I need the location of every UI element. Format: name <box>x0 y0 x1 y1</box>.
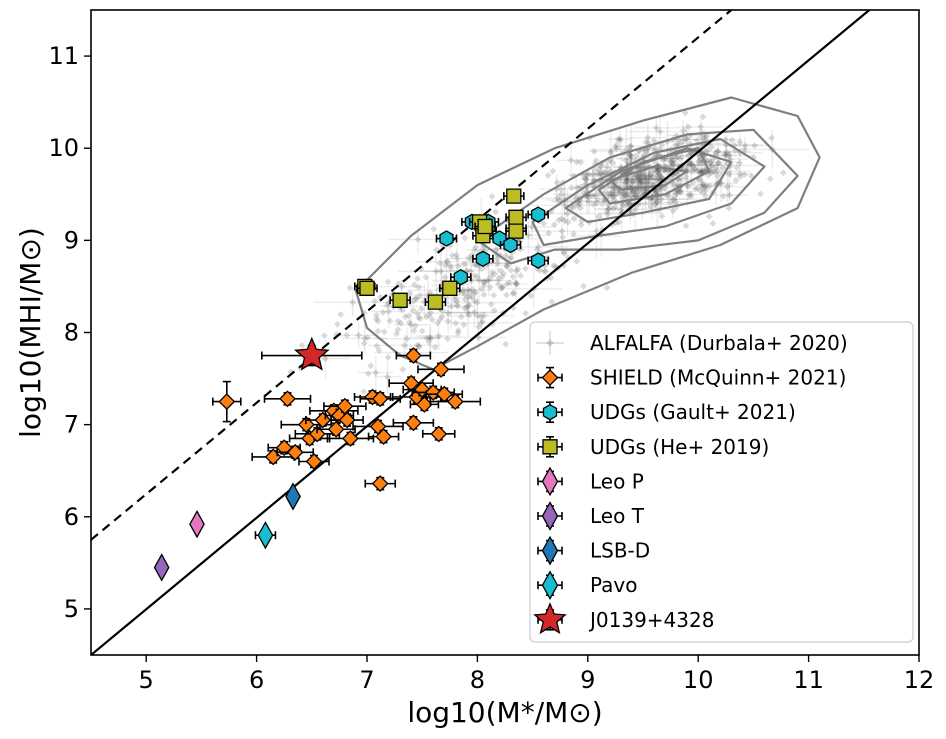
pavo-point <box>254 521 277 550</box>
udgs-he-2019-point <box>474 218 496 235</box>
y-tick-label: 6 <box>64 503 79 531</box>
y-tick-label: 11 <box>48 42 79 70</box>
x-tick-label: 9 <box>580 666 595 694</box>
data-points <box>153 188 549 582</box>
legend-entry-pavo: Pavo <box>537 570 638 601</box>
x-tick-label: 8 <box>470 666 485 694</box>
udgs-gault-2021-point <box>450 268 472 286</box>
x-tick-label: 7 <box>359 666 374 694</box>
solid-reference-line <box>91 10 871 655</box>
udgs-gault-2021-point <box>472 250 494 268</box>
x-tick-label: 12 <box>904 666 935 694</box>
plot-area <box>91 10 871 655</box>
y-axis-ticks: 5 6 7 8 9 10 11 <box>48 42 91 623</box>
legend: ALFALFA (Durbala+ 2020) SHIELD (McQuinn+ … <box>529 321 914 643</box>
contour-level-1 <box>354 96 821 371</box>
udgs-he-2019-point <box>505 223 527 239</box>
shield-mcquinn-2021-point <box>429 393 482 411</box>
legend-label: Leo P <box>590 469 644 493</box>
udgs-he-2019-point <box>356 280 378 296</box>
udgs-gault-2021-point <box>435 230 458 247</box>
x-axis-ticks: 5 6 7 8 9 10 11 12 <box>139 655 935 694</box>
y-tick-label: 7 <box>64 411 79 439</box>
y-tick-label: 8 <box>64 319 79 347</box>
x-tick-label: 11 <box>793 666 824 694</box>
shield-mcquinn-2021-point <box>359 390 402 408</box>
shield-mcquinn-2021-point <box>409 395 440 413</box>
shield-mcquinn-2021-point <box>395 347 432 364</box>
udgs-he-2019-point <box>438 280 461 296</box>
y-axis-label: log10(MHI/M⊙) <box>14 227 47 438</box>
udgs-he-2019-point <box>503 188 525 204</box>
legend-entry-udgs-he-2019: UDGs (He+ 2019) <box>537 435 769 459</box>
legend-entry-udgs-gault-2021: UDGs (Gault+ 2021) <box>537 400 796 424</box>
x-axis-label: log10(M*/M⊙) <box>407 696 602 729</box>
alfalfa-background-points <box>287 109 809 395</box>
legend-entry-leo-t: Leo T <box>537 501 645 531</box>
x-tick-label: 5 <box>139 666 154 694</box>
contour-level-5 <box>597 147 711 205</box>
legend-entry-leo-p: Leo P <box>537 466 644 497</box>
shield-mcquinn-2021-point <box>330 411 364 429</box>
udgs-gault-2021-point <box>499 236 522 254</box>
shield-mcquinn-2021-point <box>364 475 397 493</box>
udgs-gault-2021-point <box>527 252 549 269</box>
y-tick-label: 5 <box>64 595 79 623</box>
legend-entry-lsb-d: LSB-D <box>537 535 650 566</box>
contour-level-4 <box>564 147 733 223</box>
shield-mcquinn-2021-point <box>367 428 400 446</box>
leo-p-point <box>189 509 205 539</box>
legend-label: J0139+4328 <box>588 608 714 632</box>
lsb-d-point <box>285 482 301 511</box>
legend-label: UDGs (He+ 2019) <box>590 435 769 459</box>
alfalfa-density-contours <box>354 96 821 371</box>
legend-label: Leo T <box>590 504 645 528</box>
shield-mcquinn-2021-point <box>417 360 465 378</box>
contour-level-3 <box>531 137 766 247</box>
legend-label: ALFALFA (Durbala+ 2020) <box>590 331 848 355</box>
shield-mcquinn-2021-point <box>263 390 312 408</box>
shield-mcquinn-2021-point <box>392 414 435 432</box>
legend-label: LSB-D <box>590 539 650 563</box>
shield-mcquinn-2021-point <box>421 425 456 443</box>
y-tick-label: 10 <box>48 134 79 162</box>
shield-mcquinn-2021-point <box>316 420 356 438</box>
contour-level-2 <box>476 128 799 265</box>
shield-mcquinn-2021-point <box>276 443 315 461</box>
legend-entry-alfalfa-durbala-2020: ALFALFA (Durbala+ 2020) <box>536 331 848 355</box>
shield-mcquinn-2021-point <box>326 430 375 447</box>
shield-mcquinn-2021-point <box>267 439 302 457</box>
udgs-he-2019-point <box>505 209 527 225</box>
dashed-reference-line <box>91 10 733 541</box>
reference-lines <box>91 10 871 655</box>
x-tick-label: 6 <box>249 666 264 694</box>
legend-label: SHIELD (McQuinn+ 2021) <box>590 366 846 390</box>
legend-label: UDGs (Gault+ 2021) <box>590 400 796 424</box>
legend-entry-shield-mcquinn-2021: SHIELD (McQuinn+ 2021) <box>537 366 846 390</box>
legend-label: Pavo <box>590 573 638 597</box>
contour-level-6 <box>608 165 689 191</box>
y-tick-label: 9 <box>64 226 79 254</box>
x-tick-label: 10 <box>683 666 714 694</box>
udgs-gault-2021-point <box>527 206 549 223</box>
shield-mcquinn-2021-point <box>298 453 330 470</box>
udgs-he-2019-point <box>389 292 411 308</box>
j0139-4328-point <box>260 336 363 371</box>
legend-entry-j0139-4328: J0139+4328 <box>533 602 714 635</box>
legend-box <box>529 321 914 643</box>
udgs-he-2019-point <box>424 294 447 310</box>
shield-mcquinn-2021-point <box>211 380 242 423</box>
leo-t-point <box>153 553 170 582</box>
